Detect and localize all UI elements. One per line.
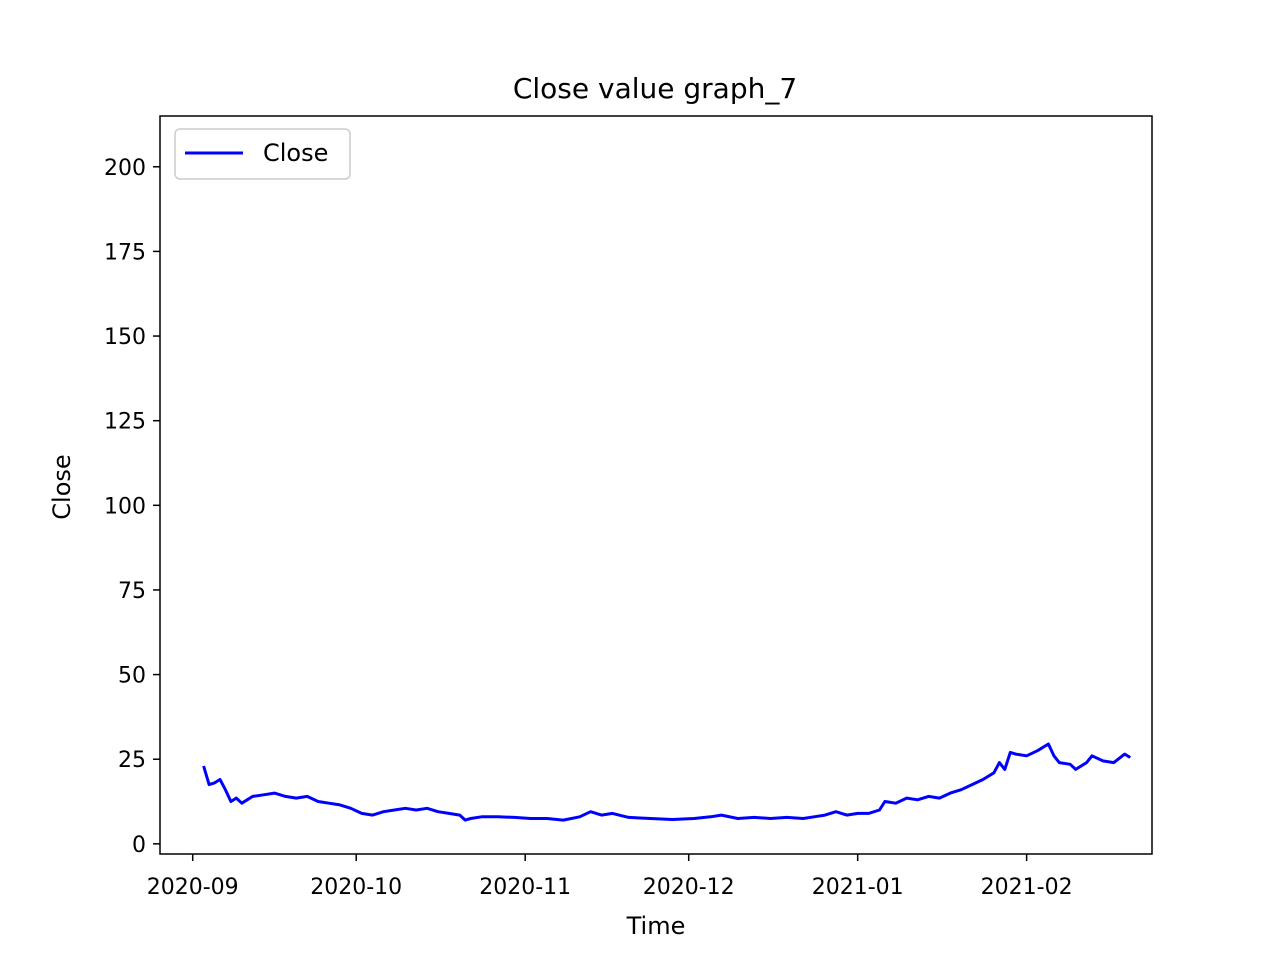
x-tick-label: 2020-12 bbox=[643, 875, 735, 900]
x-tick-label: 2020-09 bbox=[147, 875, 239, 900]
x-tick-label: 2020-10 bbox=[310, 875, 402, 900]
plot-frame bbox=[159, 115, 1153, 855]
y-tick-label: 200 bbox=[104, 156, 146, 181]
y-axis-label: Close bbox=[48, 454, 76, 519]
y-axis: 0 25 50 75 100 125 150 175 200 bbox=[104, 156, 160, 858]
x-axis: 2020-09 2020-10 2020-11 2020-12 2021-01 2021-… bbox=[147, 854, 1073, 900]
x-tick-label: 2021-01 bbox=[812, 875, 904, 900]
chart-title: Close value graph_7 bbox=[513, 72, 797, 105]
y-tick-label: 25 bbox=[118, 748, 146, 773]
y-tick-label: 50 bbox=[118, 664, 146, 689]
y-tick-label: 175 bbox=[104, 240, 146, 265]
legend-label-close: Close bbox=[263, 139, 328, 167]
y-tick-label: 125 bbox=[104, 410, 146, 435]
y-tick-label: 0 bbox=[132, 833, 146, 858]
y-tick-label: 75 bbox=[118, 579, 146, 604]
y-tick-label: 100 bbox=[104, 494, 146, 519]
legend: Close bbox=[174, 128, 351, 180]
legend-box bbox=[174, 128, 351, 180]
series-line-close bbox=[202, 742, 1131, 822]
y-tick-label: 150 bbox=[104, 325, 146, 350]
x-axis-label: Time bbox=[626, 912, 686, 940]
x-tick-label: 2020-11 bbox=[479, 875, 571, 900]
x-tick-label: 2021-02 bbox=[981, 875, 1073, 900]
series-layer bbox=[202, 742, 1131, 822]
